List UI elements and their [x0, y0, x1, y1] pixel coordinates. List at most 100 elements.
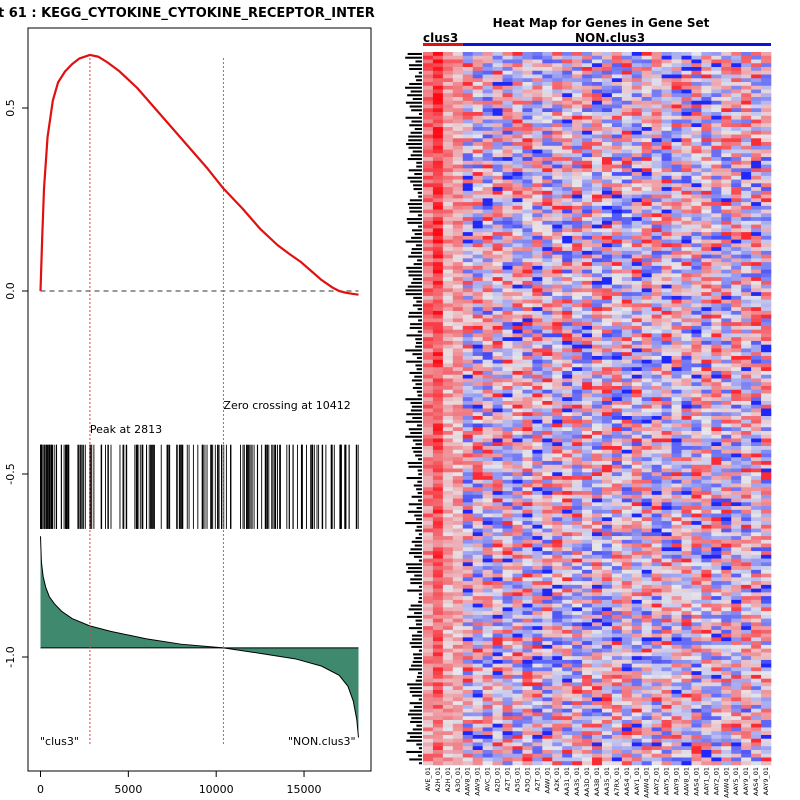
- heatmap-cell: [482, 431, 493, 436]
- heatmap-cell: [751, 145, 762, 150]
- heatmap-cell: [681, 532, 692, 537]
- heatmap-cell: [452, 491, 464, 496]
- heatmap-cell: [721, 254, 732, 259]
- heatmap-cell: [482, 502, 493, 507]
- heatmap-cell: [741, 239, 752, 244]
- heatmap-cell: [423, 198, 434, 203]
- heatmap-cell: [532, 235, 543, 240]
- heatmap-cell: [423, 89, 434, 94]
- heatmap-row-name-tick: [408, 255, 422, 258]
- heatmap-cell: [731, 157, 742, 162]
- heatmap-cell: [442, 52, 454, 57]
- heatmap-cell: [641, 521, 652, 526]
- heatmap-cell: [641, 400, 652, 406]
- heatmap-row-name-tick: [414, 574, 423, 577]
- heatmap-cell: [641, 367, 652, 372]
- heatmap-cell: [542, 532, 553, 537]
- heatmap-cell: [532, 509, 543, 514]
- heatmap-cell: [482, 239, 493, 244]
- heatmap-cell: [562, 265, 573, 270]
- heatmap-cell: [701, 502, 712, 507]
- heatmap-cell: [691, 55, 702, 60]
- heatmap-cell: [611, 513, 623, 518]
- heatmap-cell: [423, 468, 434, 473]
- heatmap-cell: [492, 202, 503, 207]
- heatmap-cell: [701, 220, 712, 225]
- heatmap-cell: [611, 89, 623, 94]
- heatmap-cell: [452, 130, 464, 135]
- heatmap-cell: [671, 277, 682, 282]
- heatmap-cell: [582, 509, 593, 514]
- heatmap-cell: [552, 442, 563, 447]
- heatmap-cell: [502, 142, 513, 147]
- heatmap-cell: [601, 175, 613, 180]
- heatmap-cell: [442, 513, 454, 518]
- heatmap-cell: [442, 209, 454, 214]
- heatmap-cell: [751, 175, 762, 180]
- heatmap-row-name-tick: [410, 90, 423, 93]
- heatmap-cell: [661, 385, 672, 391]
- heatmap-cell: [751, 506, 762, 511]
- heatmap-cell: [641, 145, 652, 150]
- heatmap-cell: [731, 382, 742, 387]
- heatmap-cell: [572, 449, 583, 454]
- heatmap-cell: [711, 160, 722, 165]
- heatmap-cell: [522, 179, 533, 184]
- heatmap-row-name-tick: [406, 739, 422, 742]
- heatmap-cell: [721, 265, 732, 270]
- heatmap-cell: [542, 389, 553, 394]
- heatmap-cell: [671, 461, 682, 466]
- heatmap-row-name-tick: [406, 413, 423, 416]
- heatmap-cell: [462, 536, 474, 541]
- heatmap-cell: [661, 70, 672, 75]
- heatmap-row-name-tick: [411, 109, 423, 112]
- heatmap-cell: [432, 209, 444, 214]
- heatmap-cell: [691, 498, 702, 503]
- heatmap-cell: [532, 239, 543, 244]
- heatmap-cell: [423, 190, 434, 195]
- heatmap-cell: [462, 175, 474, 180]
- heatmap-cell: [532, 134, 543, 139]
- heatmap-cell: [621, 408, 633, 413]
- heatmap-cell: [492, 292, 503, 297]
- heatmap-cell: [452, 367, 464, 372]
- heatmap-cell: [751, 340, 762, 345]
- heatmap-cell: [761, 408, 772, 413]
- heatmap-row-name-tick: [417, 394, 422, 397]
- heatmap-cell: [592, 190, 603, 195]
- heatmap-cell: [621, 183, 633, 188]
- heatmap-cell: [423, 322, 434, 327]
- heatmap-cell: [582, 536, 593, 541]
- heatmap-cell: [423, 382, 434, 387]
- heatmap-cell: [482, 479, 493, 484]
- heatmap-cell: [552, 220, 563, 225]
- heatmap-cell: [462, 93, 474, 98]
- heatmap-cell: [761, 134, 772, 139]
- heatmap-cell: [671, 412, 682, 417]
- heatmap-cell: [452, 224, 464, 229]
- heatmap-cell: [592, 303, 603, 308]
- heatmap-cell: [681, 442, 692, 447]
- heatmap-cell: [721, 277, 732, 282]
- heatmap-cell: [711, 175, 722, 180]
- heatmap-cell: [462, 138, 474, 143]
- heatmap-cell: [452, 303, 464, 308]
- heatmap-cell: [691, 438, 702, 443]
- heatmap-cell: [721, 325, 732, 330]
- heatmap-cell: [621, 359, 633, 364]
- heatmap-cell: [552, 453, 563, 458]
- heatmap-cell: [572, 322, 583, 327]
- heatmap-cell: [452, 209, 464, 214]
- heatmap-cell: [701, 153, 712, 158]
- heatmap-cell: [691, 423, 702, 428]
- heatmap-cell: [592, 265, 603, 270]
- heatmap-cell: [572, 370, 583, 376]
- heatmap-cell: [542, 288, 553, 293]
- heatmap-cell: [492, 209, 503, 214]
- heatmap-cell: [472, 307, 483, 312]
- heatmap-cell: [651, 288, 662, 293]
- heatmap-cell: [432, 172, 444, 177]
- heatmap-cell: [691, 97, 702, 102]
- heatmap-cell: [681, 115, 692, 120]
- heatmap-cell: [572, 314, 583, 319]
